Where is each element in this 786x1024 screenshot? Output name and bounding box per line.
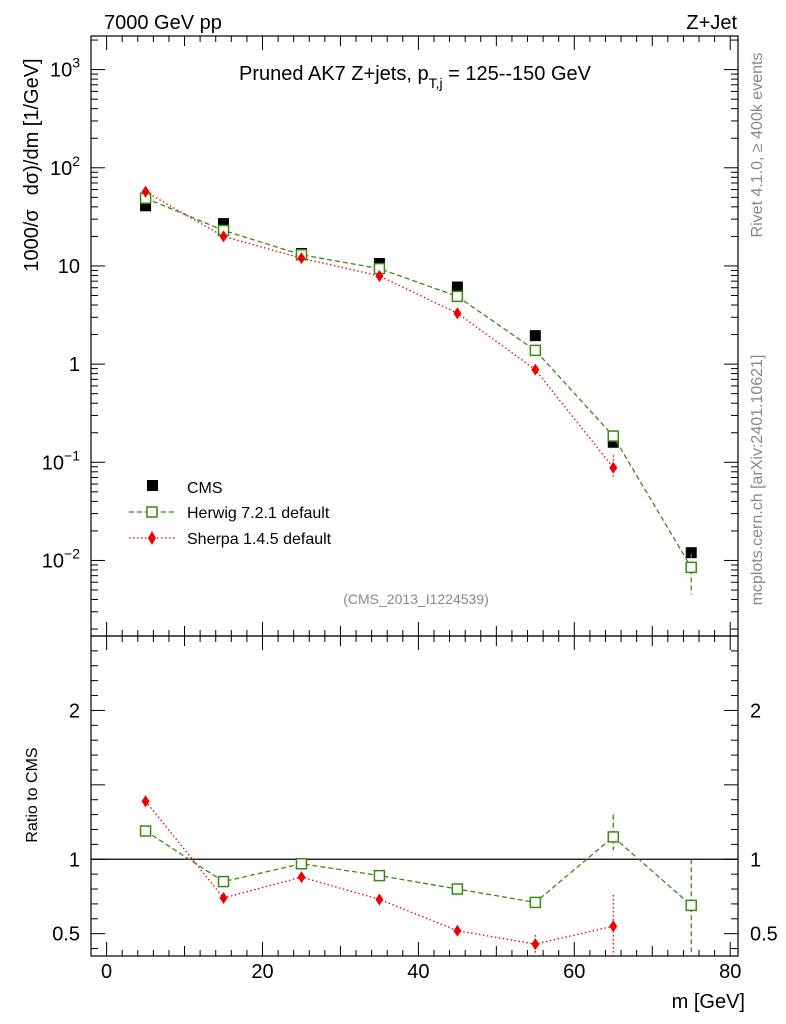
mcplots-label: mcplots.cern.ch [arXiv:2401.10621] — [749, 355, 766, 606]
data-point — [375, 270, 384, 283]
ratio-series-group — [139, 795, 697, 956]
data-point — [685, 561, 697, 574]
x-tick-label: 80 — [719, 961, 741, 983]
ratio-y-tick-label-right: 2 — [750, 700, 761, 722]
analysis-label: (CMS_2013_I1224539) — [343, 591, 489, 607]
main-y-ticks: 10−2 10−1 1 10 102 103 — [42, 39, 738, 630]
y-tick-label: 10−2 — [42, 545, 80, 572]
data-point — [375, 893, 384, 906]
data-point — [607, 436, 619, 448]
data-point — [529, 344, 542, 357]
data-point — [451, 281, 463, 293]
plot-title: Pruned AK7 Z+jets, pT,j = 125--150 GeV — [239, 63, 592, 91]
y-tick-label: 10 — [58, 256, 80, 278]
y-tick-label: 103 — [50, 55, 80, 82]
data-point — [609, 920, 618, 933]
rivet-label: Rivet 4.1.0, ≥ 400k events — [749, 53, 766, 238]
legend-herwig-label: Herwig 7.2.1 default — [187, 505, 330, 522]
x-axis-label: m [GeV] — [672, 991, 745, 1013]
legend-sherpa-marker — [148, 531, 156, 545]
data-point — [219, 230, 228, 243]
series-line — [145, 197, 692, 568]
data-point — [297, 252, 306, 265]
data-point — [373, 869, 386, 882]
data-point — [685, 899, 697, 912]
main-x-ticks — [106, 36, 731, 636]
data-point — [531, 363, 540, 376]
legend-cms-marker — [147, 480, 158, 491]
legend-herwig-marker — [146, 506, 158, 518]
data-point — [531, 938, 540, 951]
y-tick-label: 1 — [69, 354, 80, 376]
data-point — [218, 218, 230, 230]
data-point — [453, 307, 462, 320]
x-tick-label: 0 — [101, 961, 112, 983]
data-point — [453, 924, 462, 937]
data-point — [451, 883, 464, 895]
collision-label: 7000 GeV pp — [104, 12, 222, 34]
y-tick-label: 102 — [50, 153, 80, 180]
data-point — [685, 547, 697, 559]
data-point — [295, 857, 308, 870]
data-point — [609, 461, 618, 474]
main-y-axis-label: 1000/σdσ)/dm [1/GeV] — [21, 58, 43, 271]
series-line — [145, 830, 692, 906]
ratio-y-axis-label: Ratio to CMS — [24, 747, 41, 842]
data-point — [141, 185, 150, 198]
data-point — [607, 430, 620, 442]
ratio-y-tick-label: 1 — [69, 849, 80, 871]
x-tick-label: 40 — [407, 961, 429, 983]
data-point — [141, 795, 150, 808]
x-tick-label: 60 — [563, 961, 585, 983]
process-label: Z+Jet — [686, 12, 737, 34]
legend-sherpa-label: Sherpa 1.4.5 default — [187, 531, 332, 548]
series-line — [145, 191, 614, 469]
y-tick-label: 10−1 — [42, 447, 80, 474]
data-point — [217, 875, 230, 888]
ratio-panel-frame — [90, 635, 739, 957]
data-point — [607, 831, 620, 843]
data-point — [139, 825, 152, 837]
legend: CMS Herwig 7.2.1 default Sherpa 1.4.5 de… — [129, 480, 332, 548]
ratio-ticks: 0 20 40 60 80 0.5 0.5 1 1 2 2 — [52, 636, 778, 983]
data-point — [529, 896, 542, 909]
data-point — [219, 891, 228, 904]
ratio-y-tick-label: 0.5 — [52, 924, 80, 946]
legend-cms-label: CMS — [187, 480, 223, 497]
ratio-y-tick-label: 2 — [69, 700, 80, 722]
data-point — [140, 200, 152, 212]
ratio-y-tick-label-right: 0.5 — [750, 924, 778, 946]
data-point — [529, 330, 541, 342]
x-tick-label: 20 — [251, 961, 273, 983]
data-point — [297, 871, 306, 884]
ratio-y-tick-label-right: 1 — [750, 849, 761, 871]
data-point — [451, 290, 464, 303]
main-series-group — [139, 185, 697, 595]
